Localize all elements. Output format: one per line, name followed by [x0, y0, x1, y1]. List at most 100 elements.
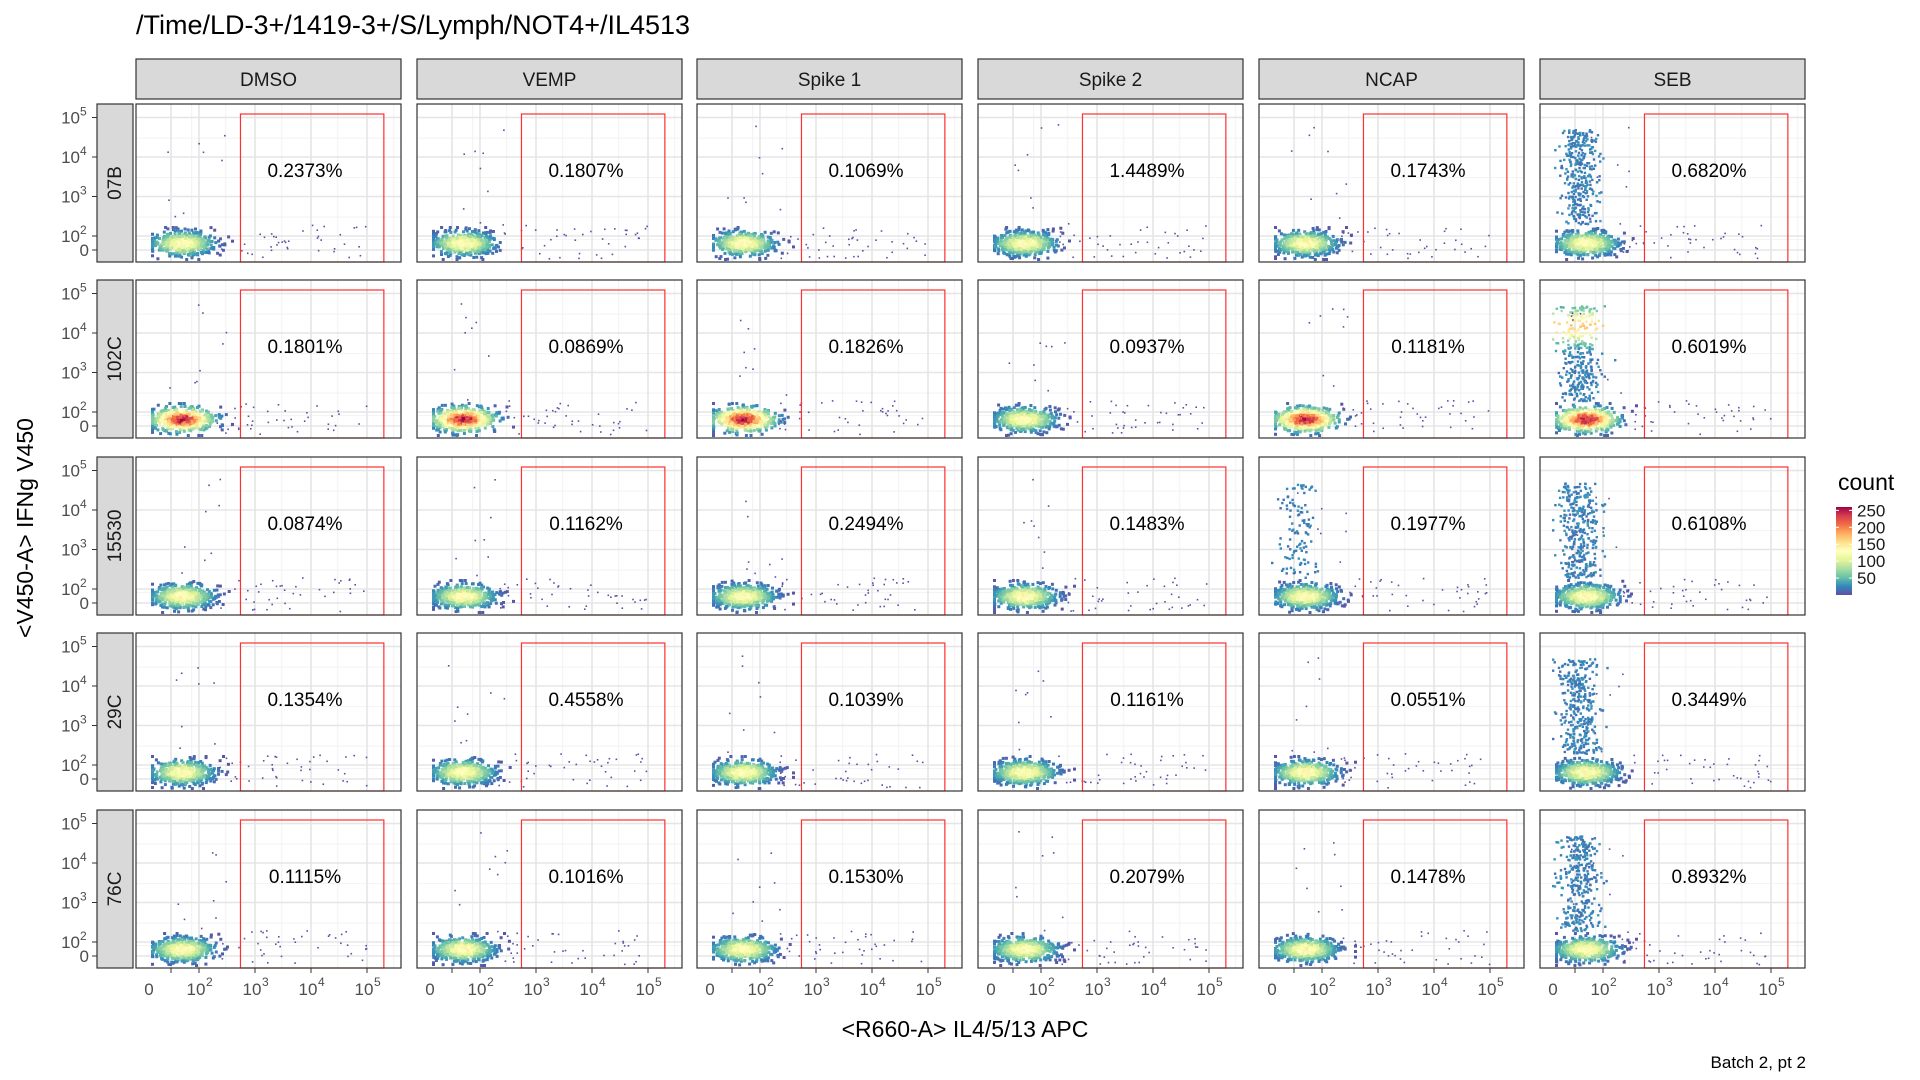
density-cell: [479, 222, 482, 224]
density-cell: [1167, 242, 1170, 244]
density-cell: [163, 242, 167, 246]
density-cell: [1331, 244, 1335, 248]
density-cell: [1581, 257, 1585, 261]
density-cell: [165, 249, 169, 253]
density-cell: [1047, 233, 1051, 237]
density-cell: [1586, 195, 1590, 198]
density-cell: [1570, 152, 1574, 155]
density-cell: [471, 230, 474, 233]
density-cell: [181, 423, 185, 427]
density-cell: [195, 426, 199, 429]
density-cell: [476, 411, 480, 415]
density-cell: [1579, 240, 1583, 244]
density-cell: [726, 235, 730, 239]
density-cell: [727, 250, 731, 254]
density-cell: [601, 238, 604, 240]
density-cell: [1755, 246, 1757, 249]
density-cell: [151, 244, 154, 248]
density-cell: [450, 237, 454, 241]
density-cell: [1322, 258, 1326, 261]
density-cell: [473, 249, 477, 253]
density-cell: [337, 410, 340, 413]
density-cell: [848, 243, 850, 246]
density-cell: [1598, 252, 1602, 256]
density-cell: [1349, 241, 1353, 245]
density-cell: [1588, 165, 1591, 168]
density-cell: [1028, 252, 1032, 256]
density-cell: [1282, 251, 1286, 255]
density-cell: [779, 208, 782, 211]
density-cell: [483, 248, 487, 251]
density-cell: [251, 424, 253, 427]
density-cell: [189, 235, 193, 239]
density-cell: [1569, 253, 1573, 257]
density-cell: [764, 256, 768, 260]
density-cell: [490, 413, 494, 417]
density-cell: [546, 415, 548, 418]
density-cell: [237, 427, 240, 429]
density-cell: [1597, 155, 1601, 158]
density-cell: [266, 410, 269, 413]
density-cell: [1004, 227, 1008, 231]
density-cell: [172, 245, 176, 249]
density-cell: [455, 255, 459, 259]
density-cell: [495, 243, 499, 247]
density-cell: [468, 227, 471, 231]
density-cell: [473, 251, 477, 255]
density-cell: [187, 231, 191, 235]
density-cell: [472, 408, 476, 412]
density-cell: [1689, 242, 1692, 244]
density-cell: [1342, 240, 1344, 243]
legend-tick-label: 250: [1857, 501, 1885, 520]
density-cell: [1309, 231, 1313, 235]
density-cell: [1583, 166, 1586, 170]
density-cell: [445, 234, 449, 238]
density-cell: [1275, 238, 1279, 242]
density-cell: [1564, 235, 1568, 239]
density-cell: [856, 239, 859, 241]
density-cell: [1555, 235, 1558, 239]
density-cell: [241, 250, 243, 252]
gate-percentage-label: 0.1069%: [828, 161, 903, 182]
density-cell: [1343, 240, 1347, 244]
density-cell: [162, 415, 166, 419]
density-cell: [197, 243, 200, 247]
density-cell: [1635, 242, 1638, 245]
density-cell: [614, 228, 616, 230]
density-cell: [1573, 235, 1577, 239]
legend-tick-label: 100: [1857, 552, 1885, 571]
density-cell: [465, 229, 469, 233]
density-cell: [1576, 234, 1580, 238]
density-cell: [435, 419, 439, 423]
density-cell: [1001, 242, 1005, 246]
density-cell: [1008, 242, 1012, 246]
density-cell: [458, 241, 462, 245]
density-cell: [1045, 243, 1049, 247]
density-cell: [468, 239, 472, 243]
density-cell: [1374, 227, 1376, 230]
density-cell: [1274, 226, 1277, 229]
density-cell: [1625, 186, 1628, 188]
density-cell: [1594, 164, 1597, 167]
density-cell: [1586, 253, 1590, 256]
density-cell: [491, 251, 495, 255]
density-cell: [477, 429, 481, 433]
density-cell: [473, 245, 477, 249]
density-cell: [478, 243, 482, 247]
density-cell: [473, 230, 477, 234]
density-cell: [1571, 142, 1574, 145]
density-cell: [189, 243, 193, 247]
density-cell: [853, 230, 855, 232]
density-cell: [343, 243, 346, 245]
density-cell: [772, 230, 776, 234]
density-cell: [548, 258, 551, 260]
density-cell: [1322, 250, 1325, 254]
density-cell: [277, 241, 280, 244]
density-cell: [924, 254, 926, 256]
density-cell: [759, 249, 763, 253]
density-cell: [1154, 253, 1157, 255]
density-cell: [177, 231, 181, 235]
density-cell: [727, 244, 731, 248]
density-cell: [1591, 146, 1595, 149]
density-cell: [1030, 246, 1034, 250]
